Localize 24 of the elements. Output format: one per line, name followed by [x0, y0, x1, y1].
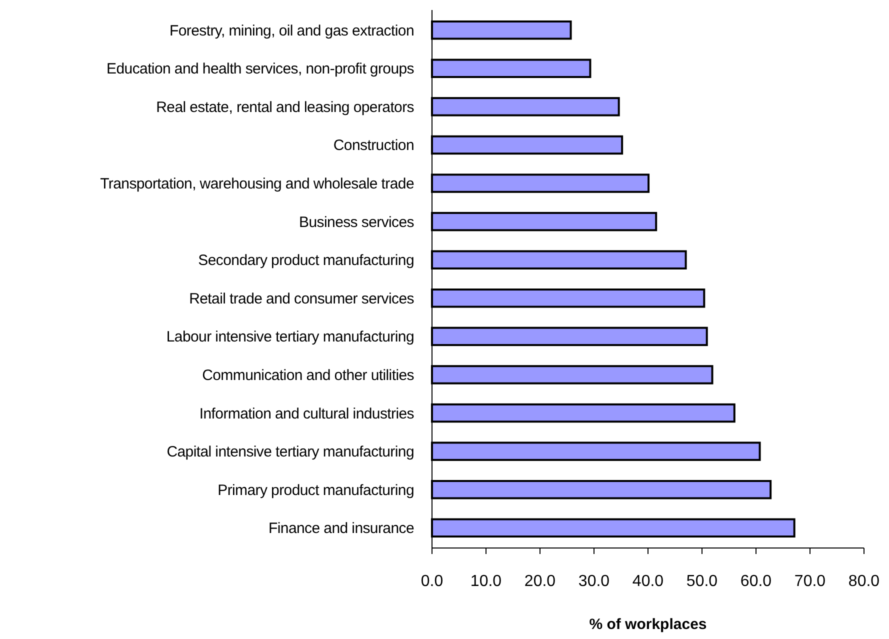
- y-tick-label: Communication and other utilities: [202, 366, 414, 384]
- y-tick-label: Capital intensive tertiary manufacturing: [166, 444, 414, 461]
- x-tick-label: 30.0: [578, 573, 610, 590]
- y-tick-label: Primary product manufacturing: [218, 482, 414, 499]
- y-tick-label: Education and health services, non-profit groups: [106, 60, 414, 78]
- x-tick-label: 40.0: [632, 573, 664, 590]
- x-tick-label: 20.0: [524, 573, 556, 590]
- y-tick-label: Retail trade and consumer services: [189, 290, 414, 308]
- x-tick-label: 10.0: [470, 573, 502, 590]
- y-tick-label: Construction: [333, 137, 414, 154]
- y-tick-label: Finance and insurance: [268, 520, 414, 538]
- y-tick-label: Forestry, mining, oil and gas extraction: [169, 22, 414, 40]
- x-tick-label: 0.0: [420, 573, 444, 590]
- x-tick-label: 70.0: [794, 573, 826, 590]
- x-tick-label: 50.0: [686, 573, 718, 590]
- x-axis-title: % of workplaces: [589, 616, 707, 633]
- y-tick-label: Information and cultural industries: [199, 405, 414, 422]
- x-tick-label: 60.0: [740, 573, 772, 590]
- y-tick-label: Business services: [299, 214, 414, 231]
- y-tick-label: Labour intensive tertiary manufacturing: [166, 328, 414, 346]
- y-tick-label: Real estate, rental and leasing operators: [156, 98, 414, 116]
- y-tick-label: Transportation, warehousing and wholesale trade: [100, 176, 414, 193]
- x-tick-label: 80.0: [848, 573, 880, 590]
- y-tick-label: Secondary product manufacturing: [198, 252, 414, 270]
